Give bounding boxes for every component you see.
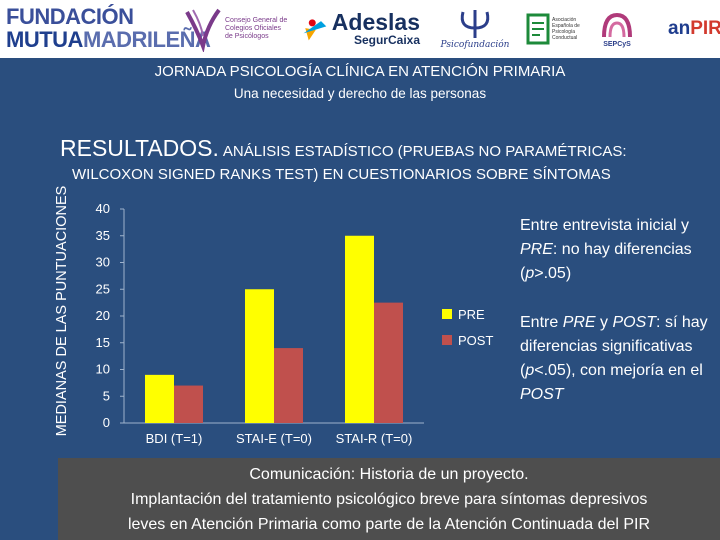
finding-pre-vs-post: Entre PRE y POST: sí hay diferencias sig… [520, 311, 715, 407]
bar-post-2 [374, 302, 403, 423]
aepc-emblem-icon [526, 13, 550, 45]
mutua-madrilena-text: MUTUAMADRILEÑA [6, 27, 211, 52]
results-heading: RESULTADOS. ANÁLISIS ESTADÍSTICO (PRUEBAS… [60, 135, 627, 162]
anpir-an-text: an [668, 18, 691, 39]
sepcys-logo: SEPCyS [594, 0, 640, 58]
adeslas-text: Adeslas [331, 9, 420, 35]
psicofundacion-text: Psicofundación [440, 40, 510, 50]
consejo-emblem-icon [185, 8, 221, 52]
results-heading-small: ANÁLISIS ESTADÍSTICO (PRUEBAS NO PARAMÉT… [222, 143, 627, 160]
segurcaixa-text: SegurCaixa [353, 33, 420, 47]
bar-post-0 [174, 385, 203, 423]
finding-pre-vs-initial-part-2: : no hay diferencias ( [520, 241, 692, 282]
legend-label-pre: PRE [458, 307, 485, 322]
results-heading-line2: WILCOXON SIGNED RANKS TEST) EN CUESTIONA… [72, 166, 611, 183]
finding-pre-vs-post-part-7: POST [520, 386, 564, 403]
logo-bar: FUNDACIÓN MUTUAMADRILEÑA Consejo General… [0, 0, 720, 58]
finding-pre-vs-post-part-2: y [595, 314, 613, 331]
y-tick-label: 40 [96, 201, 110, 216]
y-tick-label: 20 [96, 308, 110, 323]
y-tick-label: 5 [103, 388, 110, 403]
finding-pre-vs-post-part-4: : sí hay diferencias significativas ( [520, 314, 708, 379]
y-axis-label: MEDIANAS DE LAS PUNTUACIONES [54, 185, 70, 436]
consejo-psicologos-logo: Consejo General de Colegios Oficiales de… [183, 0, 291, 58]
la-caixa-star-icon [303, 19, 327, 41]
y-tick-label: 30 [96, 255, 110, 270]
legend-swatch-post [442, 335, 452, 345]
x-tick-label: STAI-E (T=0) [236, 431, 312, 446]
footer-box: Comunicación: Historia de un proyecto. I… [58, 458, 720, 540]
fundacion-text: FUNDACIÓN [6, 4, 134, 29]
footer-line2: Implantación del tratamiento psicológico… [130, 491, 648, 508]
sepcys-emblem-icon [602, 12, 632, 37]
adeslas-logo: Adeslas SegurCaixa [300, 0, 420, 58]
finding-pre-vs-initial-part-1: PRE [520, 241, 553, 258]
finding-pre-vs-initial-part-3: p [525, 265, 535, 282]
anpir-logo: an PIR [668, 0, 720, 58]
legend-swatch-pre [442, 309, 452, 319]
finding-pre-vs-post-part-1: PRE [562, 314, 596, 331]
finding-pre-vs-initial: Entre entrevista inicial y PRE: no hay d… [520, 214, 715, 286]
y-axis-label-wrap: MEDIANAS DE LAS PUNTUACIONES [51, 163, 73, 458]
y-tick-label: 35 [96, 228, 110, 243]
event-subtitle: Una necesidad y derecho de las personas [233, 86, 487, 101]
event-title: JORNADA PSICOLOGÍA CLÍNICA EN ATENCIÓN P… [154, 63, 566, 80]
aepc-logo: Asociación Española de Psicología Conduc… [526, 0, 588, 58]
finding-pre-vs-post-part-0: Entre [520, 314, 563, 331]
consejo-text: Consejo General de Colegios Oficiales de… [225, 17, 288, 40]
psicofundacion-logo: Psicofundación [440, 0, 510, 58]
finding-pre-vs-post-part-3: POST [612, 314, 657, 331]
finding-pre-vs-initial-part-4: >.05) [534, 265, 572, 282]
y-tick-label: 25 [96, 281, 110, 296]
legend-label-post: POST [458, 333, 493, 348]
bar-chart: 0 5 10 15 20 25 30 35 40 BDI (T=1) STAI-E (T=0) STA… [96, 201, 494, 446]
bar-pre-0 [145, 374, 174, 423]
footer-line3: leves en Atención Primaria como parte de… [127, 516, 651, 533]
psi-emblem-icon [460, 10, 490, 38]
results-heading-big: RESULTADOS. [60, 135, 219, 161]
sepcys-text: SEPCyS [603, 40, 631, 48]
bar-pre-1 [245, 289, 274, 423]
x-tick-label: BDI (T=1) [146, 431, 203, 446]
finding-pre-vs-post-part-6: <.05), con mejoría en el [534, 362, 703, 379]
y-tick-label: 10 [96, 362, 110, 377]
bar-post-1 [274, 348, 303, 423]
aepc-text: Asociación Española de Psicología Conduc… [552, 17, 580, 41]
finding-pre-vs-post-part-5: p [525, 362, 535, 379]
finding-pre-vs-initial-part-0: Entre entrevista inicial y [520, 217, 689, 234]
anpir-pir-text: PIR [690, 18, 720, 39]
bar-pre-2 [345, 235, 374, 423]
x-tick-label: STAI-R (T=0) [336, 431, 413, 446]
fundacion-mutua-madrilena-logo: FUNDACIÓN MUTUAMADRILEÑA [6, 4, 211, 52]
y-tick-label: 15 [96, 335, 110, 350]
y-tick-label: 0 [103, 415, 110, 430]
footer-line1: Comunicación: Historia de un proyecto. [249, 466, 529, 483]
